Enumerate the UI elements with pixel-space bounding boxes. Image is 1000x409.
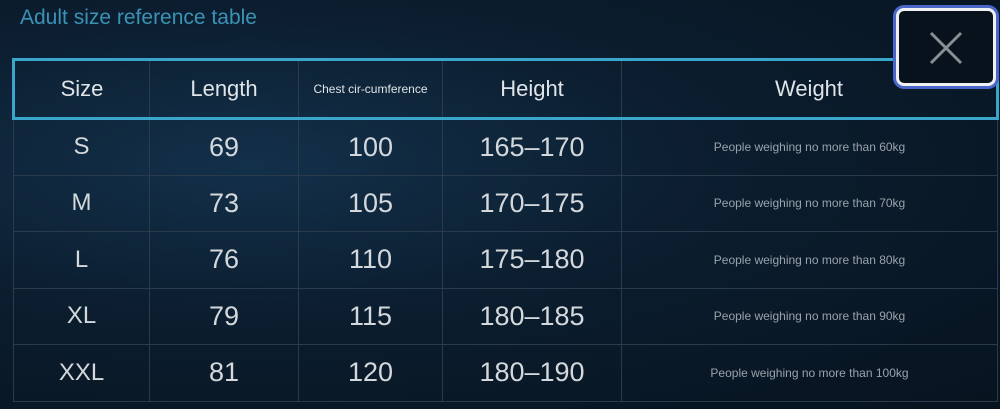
header-height: Height <box>442 58 622 120</box>
cell-height: 180–190 <box>442 344 622 402</box>
size-table: Size Length Chest cir-cumference Height … <box>12 58 999 402</box>
cell-height: 165–170 <box>442 118 622 176</box>
close-button[interactable] <box>896 8 996 86</box>
cell-size: XXL <box>13 344 150 402</box>
cell-size: M <box>13 174 150 232</box>
cell-chest: 120 <box>298 344 443 402</box>
cell-length: 73 <box>149 174 299 232</box>
cell-height: 175–180 <box>442 231 622 289</box>
cell-length: 69 <box>149 118 299 176</box>
cell-weight: People weighing no more than 100kg <box>621 344 998 402</box>
header-length: Length <box>149 58 299 120</box>
header-row: Size Length Chest cir-cumference Height … <box>12 58 999 120</box>
cell-size: XL <box>13 287 150 345</box>
cell-chest: 105 <box>298 174 443 232</box>
table-row: M 73 105 170–175 People weighing no more tha… <box>13 174 998 232</box>
cell-height: 180–185 <box>442 287 622 345</box>
cell-size: S <box>13 118 150 176</box>
cell-weight: People weighing no more than 70kg <box>621 174 998 232</box>
table-row: L 76 110 175–180 People weighing no more tha… <box>13 231 998 289</box>
table-row: XXL 81 120 180–190 People weighing no more t… <box>13 344 998 402</box>
cell-chest: 110 <box>298 231 443 289</box>
cell-weight: People weighing no more than 60kg <box>621 118 998 176</box>
table-row: XL 79 115 180–185 People weighing no more th… <box>13 287 998 345</box>
close-icon <box>929 31 963 65</box>
cell-height: 170–175 <box>442 174 622 232</box>
cell-length: 79 <box>149 287 299 345</box>
cell-chest: 100 <box>298 118 443 176</box>
table-row: S 69 100 165–170 People weighing no more tha… <box>13 118 998 176</box>
cell-chest: 115 <box>298 287 443 345</box>
table-title: Adult size reference table <box>20 6 257 29</box>
cell-size: L <box>13 231 150 289</box>
header-size: Size <box>12 58 150 120</box>
cell-weight: People weighing no more than 90kg <box>621 287 998 345</box>
cell-weight: People weighing no more than 80kg <box>621 231 998 289</box>
cell-length: 81 <box>149 344 299 402</box>
header-chest: Chest cir-cumference <box>298 58 443 120</box>
cell-length: 76 <box>149 231 299 289</box>
